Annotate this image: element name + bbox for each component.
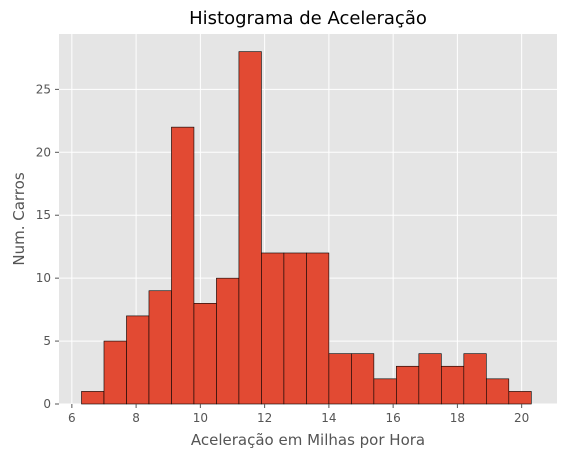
histogram-bar: [283, 252, 307, 405]
x-tick-label: 16: [386, 411, 401, 425]
y-tick-label: 25: [36, 82, 51, 96]
histogram-bar: [238, 51, 262, 405]
histogram-bar: [216, 277, 240, 405]
y-axis-label: Num. Carros: [10, 172, 28, 265]
histogram-bar: [373, 378, 397, 405]
x-tick-label: 10: [193, 411, 208, 425]
histogram-bar: [396, 365, 420, 405]
histogram-bar: [261, 252, 285, 405]
y-tick-label: 0: [43, 397, 51, 411]
axis-ticks: 6 8 10 12 14 16 18 20 0 5 10 15 20 25: [36, 82, 530, 425]
histogram-bar: [193, 303, 217, 405]
histogram-bar: [328, 353, 352, 405]
chart-title: Histograma de Aceleração: [189, 8, 427, 29]
histogram-bar: [126, 315, 150, 405]
histogram-bar: [148, 290, 172, 405]
histogram-bar: [486, 378, 510, 405]
y-tick-label: 20: [36, 145, 51, 159]
x-tick-label: 12: [257, 411, 272, 425]
y-tick-label: 10: [36, 271, 51, 285]
histogram-bar: [441, 365, 465, 405]
histogram-bar: [463, 353, 487, 405]
y-tick-label: 5: [43, 334, 51, 348]
bars: [81, 51, 532, 405]
histogram-bar: [508, 391, 532, 405]
x-tick-label: 18: [450, 411, 465, 425]
histogram-bar: [81, 391, 105, 405]
histogram-bar: [306, 252, 330, 405]
y-tick-label: 15: [36, 208, 51, 222]
histogram-bar: [418, 353, 442, 405]
x-axis-label: Aceleração em Milhas por Hora: [191, 431, 425, 449]
x-tick-label: 20: [514, 411, 529, 425]
x-tick-label: 8: [132, 411, 140, 425]
histogram-bar: [351, 353, 375, 405]
histogram-bar: [103, 340, 127, 405]
x-tick-label: 14: [321, 411, 336, 425]
histogram-bar: [171, 126, 195, 405]
x-tick-label: 6: [68, 411, 76, 425]
